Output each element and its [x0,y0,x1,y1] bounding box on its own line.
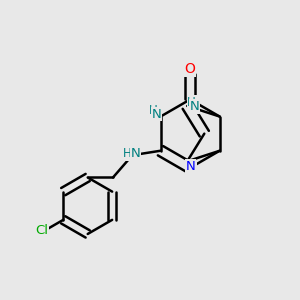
Text: N: N [131,147,141,160]
Text: N: N [152,108,162,121]
Text: Cl: Cl [35,224,48,237]
Text: N: N [190,100,200,113]
Text: H: H [149,103,158,116]
Text: N: N [185,160,195,173]
Text: N: N [186,163,196,176]
Text: H: H [187,96,196,109]
Text: O: O [185,62,196,76]
Text: H: H [123,147,131,160]
